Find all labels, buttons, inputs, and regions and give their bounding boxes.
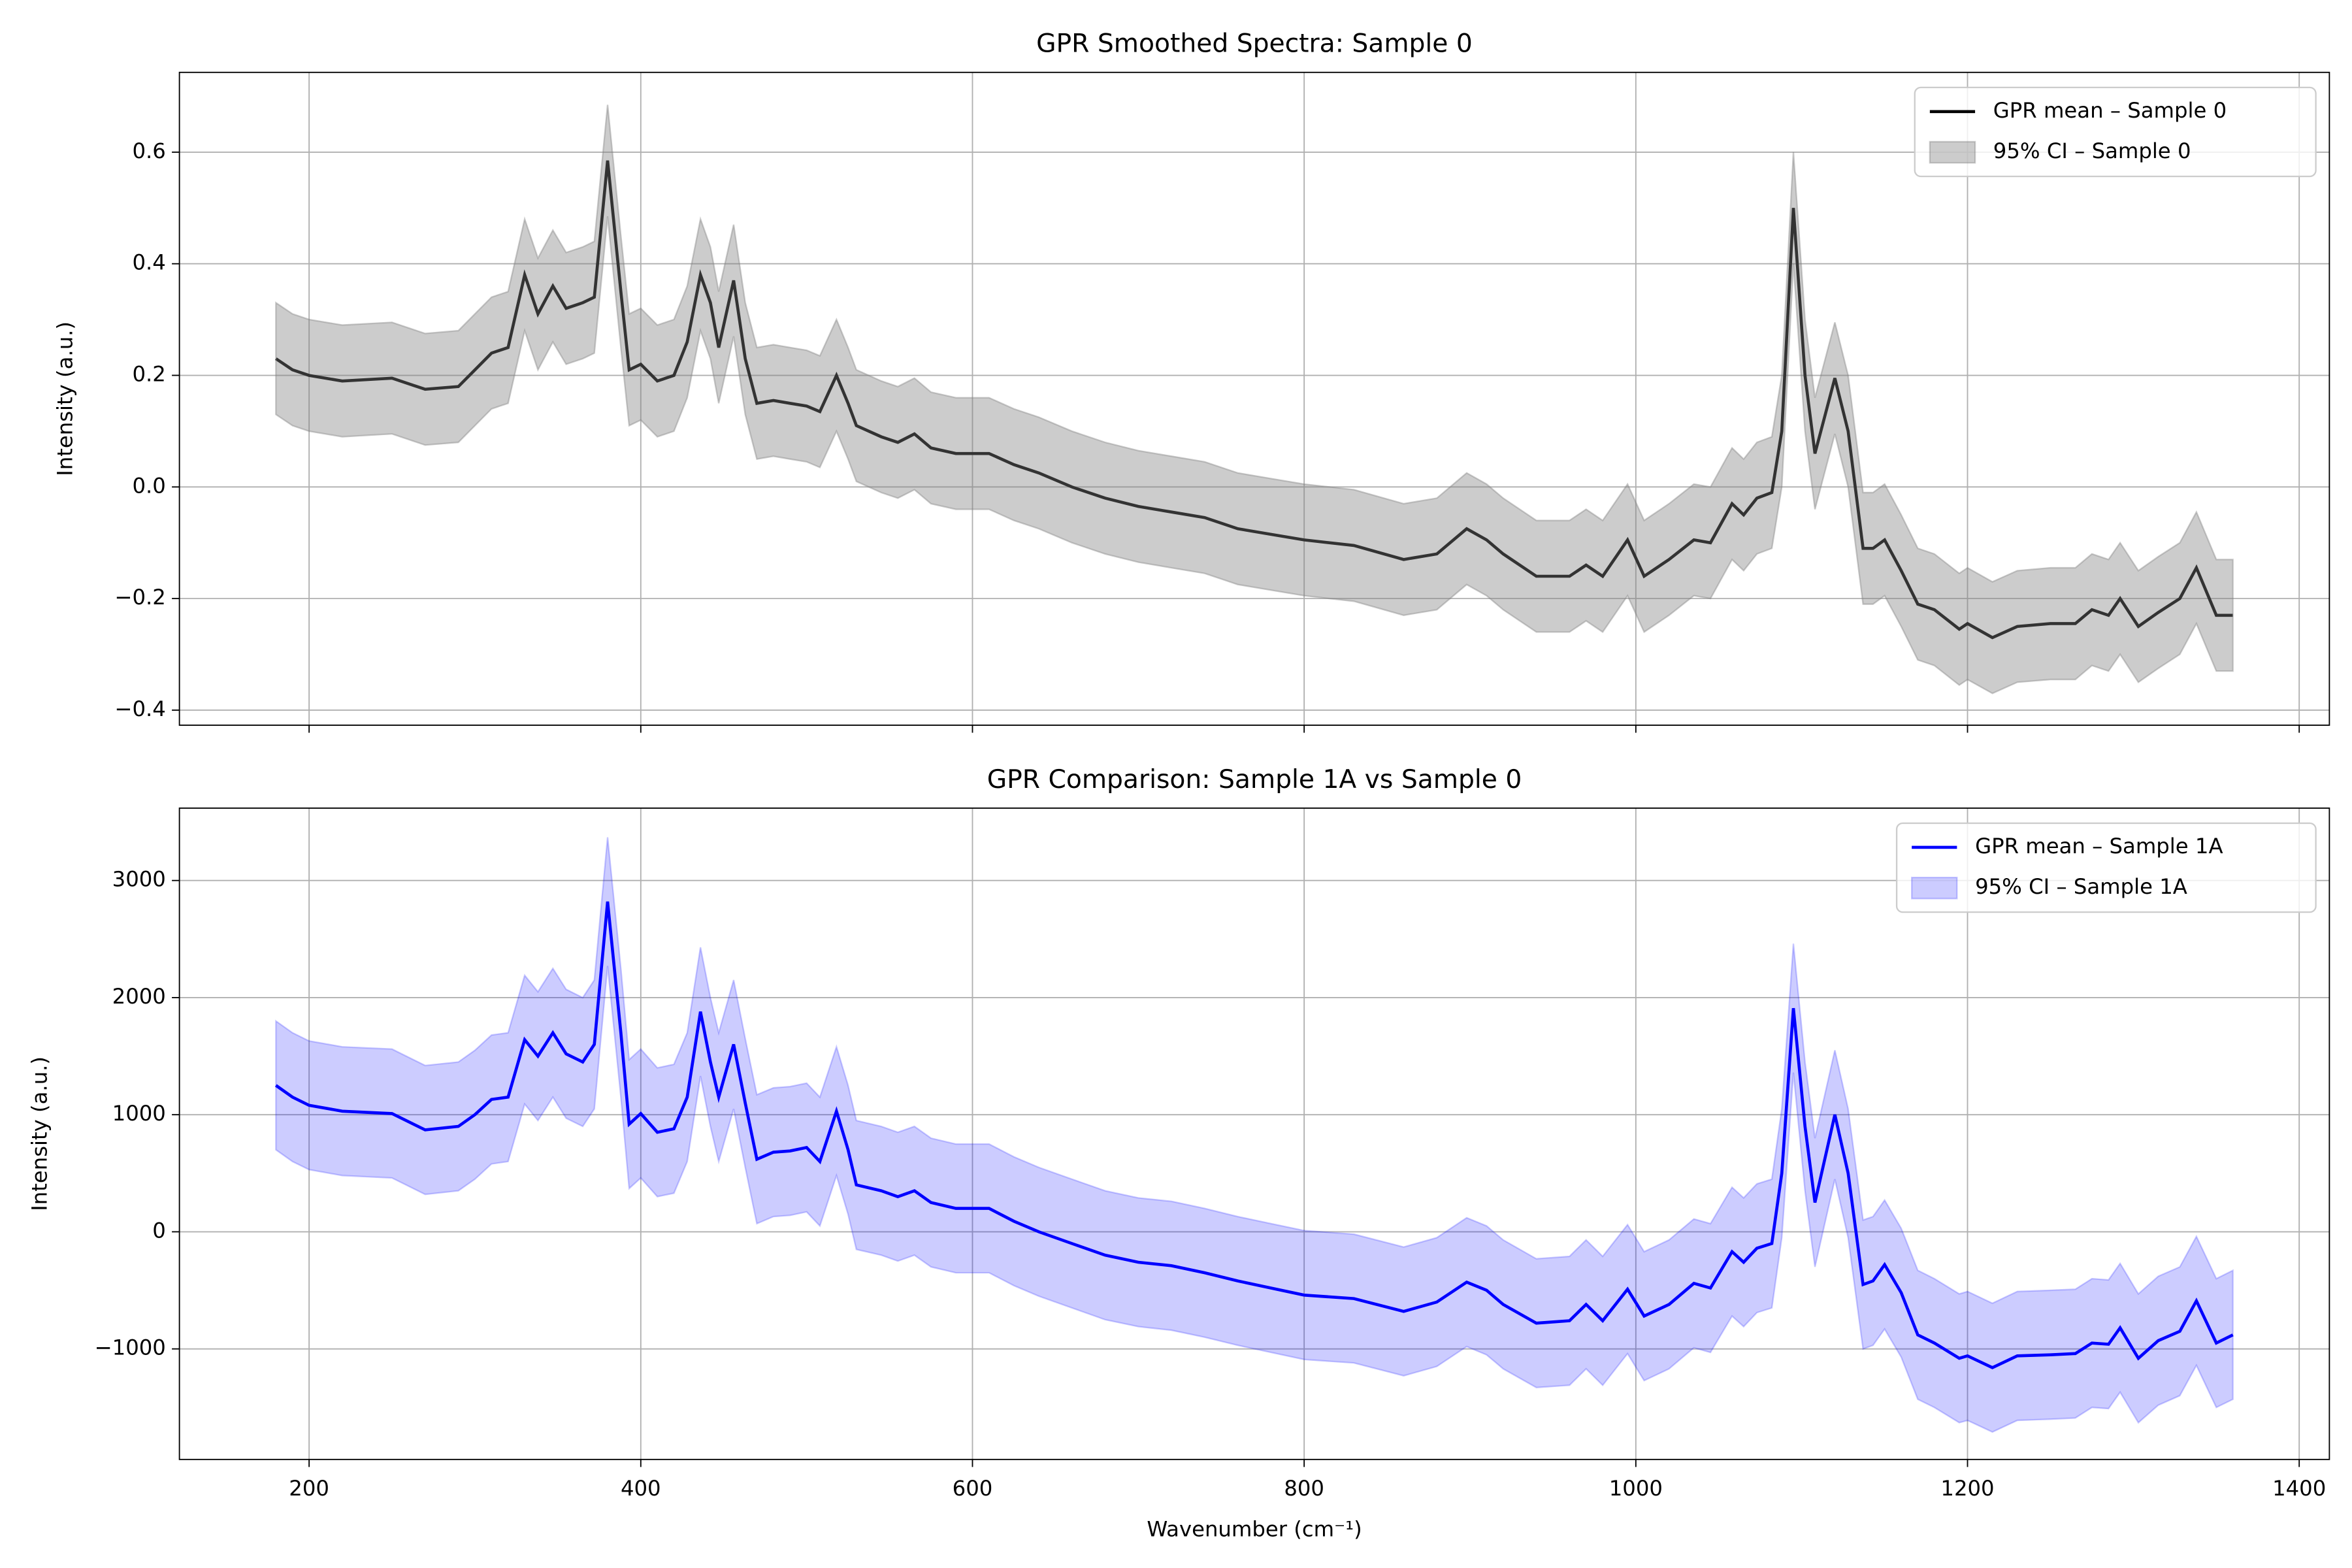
y-tick-label: 0.4 xyxy=(132,250,165,275)
y-tick-label: 1000 xyxy=(112,1101,166,1126)
y-tick-label: 3000 xyxy=(112,867,166,892)
plot-frame xyxy=(178,808,2330,1460)
y-axis-label: Intensity (a.u.) xyxy=(27,1056,52,1211)
y-tick-label: 0.2 xyxy=(132,362,165,387)
x-tick-label: 800 xyxy=(1284,1476,1324,1501)
plot-frame xyxy=(178,71,2330,726)
x-tick-label: 1200 xyxy=(1940,1476,1994,1501)
legend-label: 95% CI – Sample 0 xyxy=(1993,139,2191,163)
mean-line xyxy=(275,160,2233,640)
y-tick-label: −0.4 xyxy=(114,696,165,721)
x-tick-label: 1000 xyxy=(1609,1476,1663,1501)
legend-swatch xyxy=(1929,140,1976,164)
x-tick-label: 600 xyxy=(953,1476,993,1501)
ci-band xyxy=(275,105,2234,694)
legend-label: 95% CI – Sample 1A xyxy=(1975,874,2187,899)
y-tick-label: −0.2 xyxy=(114,585,165,610)
x-tick-label: 200 xyxy=(289,1476,329,1501)
mean-line xyxy=(274,901,2234,1369)
y-tick-label: 0 xyxy=(152,1218,166,1243)
y-tick-label: 0.6 xyxy=(132,139,165,163)
legend-label: GPR mean – Sample 0 xyxy=(1993,98,2227,123)
legend-box xyxy=(1895,822,2317,913)
ci-band xyxy=(275,837,2234,1433)
x-tick-label: 400 xyxy=(621,1476,661,1501)
y-tick-label: 0.0 xyxy=(132,473,165,498)
legend-swatch xyxy=(1910,876,1958,900)
y-tick-label: 2000 xyxy=(112,984,166,1009)
x-tick-label: 1400 xyxy=(2272,1476,2326,1501)
legend-box xyxy=(1914,86,2317,178)
y-axis-label: Intensity (a.u.) xyxy=(53,321,78,476)
x-axis-label: Wavenumber (cm⁻¹) xyxy=(1147,1516,1362,1541)
chart-title: GPR Comparison: Sample 1A vs Sample 0 xyxy=(987,765,1522,794)
y-tick-label: −1000 xyxy=(95,1335,166,1360)
legend-label: GPR mean – Sample 1A xyxy=(1975,834,2223,858)
chart-title: GPR Smoothed Spectra: Sample 0 xyxy=(1036,29,1473,59)
